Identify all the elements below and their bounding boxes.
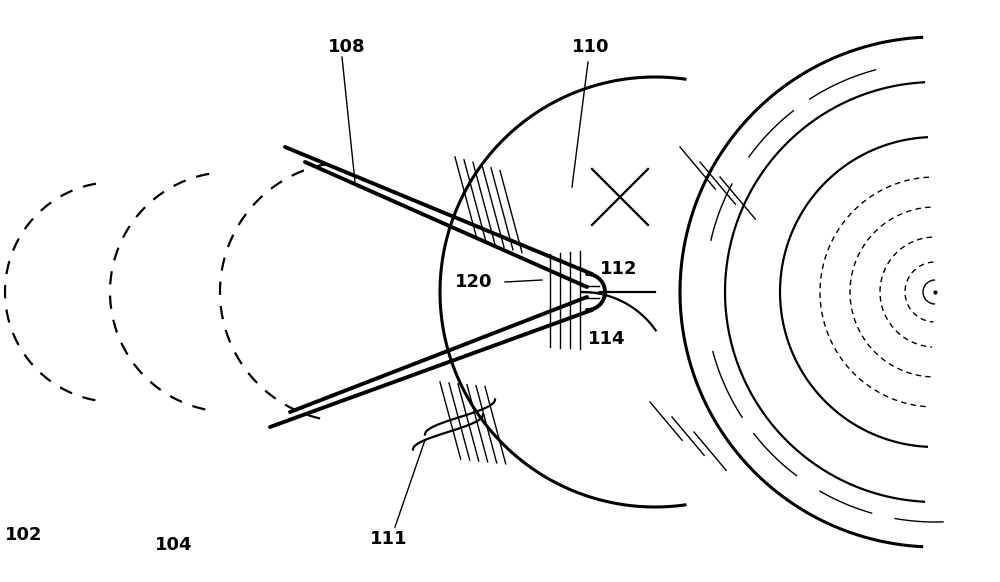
Text: 110: 110	[572, 38, 610, 56]
Text: 112: 112	[600, 260, 638, 278]
Text: 111: 111	[370, 530, 408, 548]
Text: 102: 102	[5, 526, 43, 544]
Text: 108: 108	[328, 38, 366, 56]
Text: 104: 104	[155, 536, 193, 554]
Text: 120: 120	[455, 273, 493, 291]
Text: 114: 114	[588, 330, 626, 348]
